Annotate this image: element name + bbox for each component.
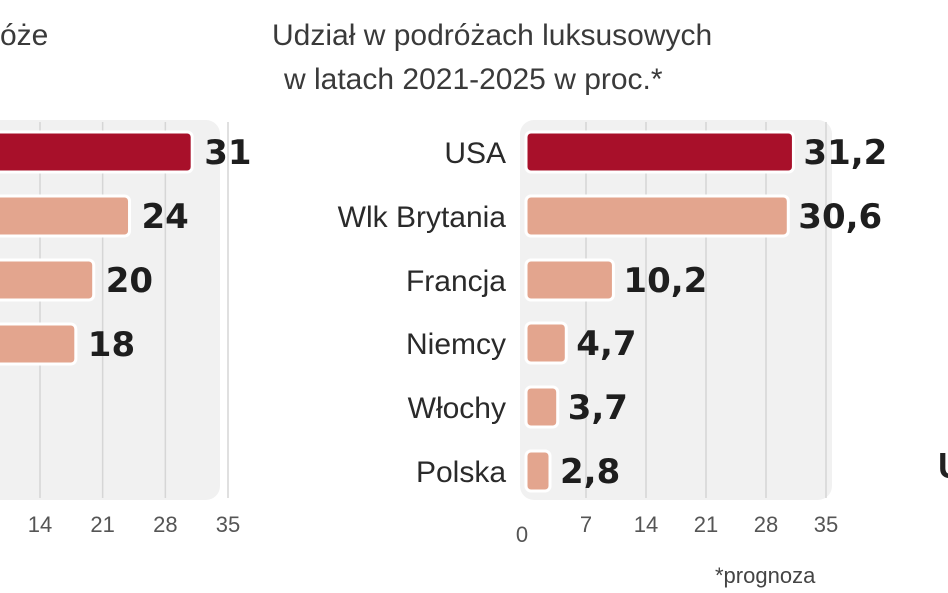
- right-category-label: Wlk Brytania: [338, 201, 507, 234]
- right-bar-4: [524, 385, 560, 429]
- left-value-label: 31: [204, 133, 251, 173]
- footnote-prognoza: *prognoza: [715, 563, 816, 588]
- left-value-label: 20: [106, 261, 153, 301]
- right-tick-label: 7: [580, 512, 592, 537]
- right-category-label: Włochy: [408, 392, 506, 425]
- right-category-label: Polska: [416, 456, 506, 489]
- left-chart-panel: [0, 120, 220, 500]
- right-value-label: 4,7: [576, 324, 636, 364]
- right-value-label: 10,2: [623, 261, 707, 301]
- right-value-label: 2,8: [560, 452, 620, 492]
- right-category-label: Francja: [406, 265, 506, 298]
- right-value-label: 3,7: [568, 388, 628, 428]
- right-chart-panel: [520, 120, 832, 500]
- right-value-label: 30,6: [798, 197, 882, 237]
- right-bar-2: [524, 258, 615, 302]
- right-bar-5: [524, 449, 552, 493]
- left-bar-1: [0, 194, 132, 238]
- right-tick-label: 14: [634, 512, 658, 537]
- right-bar-3: [524, 321, 568, 365]
- right-tick-label: 0: [516, 522, 528, 547]
- left-value-label: 18: [88, 325, 135, 365]
- right-tick-label: 21: [694, 512, 718, 537]
- left-bar-0: [0, 130, 194, 174]
- left-tick-label: 21: [90, 512, 114, 537]
- right-bar-1: [524, 194, 790, 238]
- left-bar-3: [0, 322, 78, 366]
- right-tick-label: 28: [754, 512, 778, 537]
- left-chart-title-fragment: óże: [0, 19, 49, 52]
- right-chart-title-line1: Udział w podróżach luksusowych: [272, 19, 713, 52]
- left-tick-label: 35: [216, 512, 240, 537]
- right-chart-title-line2: w latach 2021-2025 w proc.*: [284, 63, 663, 96]
- right-value-label: 31,2: [803, 133, 887, 173]
- right-bar-0: [524, 130, 795, 174]
- cut-off-letter: U: [938, 445, 948, 487]
- right-tick-label: 35: [814, 512, 838, 537]
- right-category-label: Niemcy: [406, 328, 506, 361]
- left-value-label: 24: [142, 197, 189, 237]
- left-tick-label: 14: [28, 512, 52, 537]
- left-bar-2: [0, 258, 96, 302]
- left-tick-label: 28: [153, 512, 177, 537]
- right-category-label: USA: [444, 137, 506, 170]
